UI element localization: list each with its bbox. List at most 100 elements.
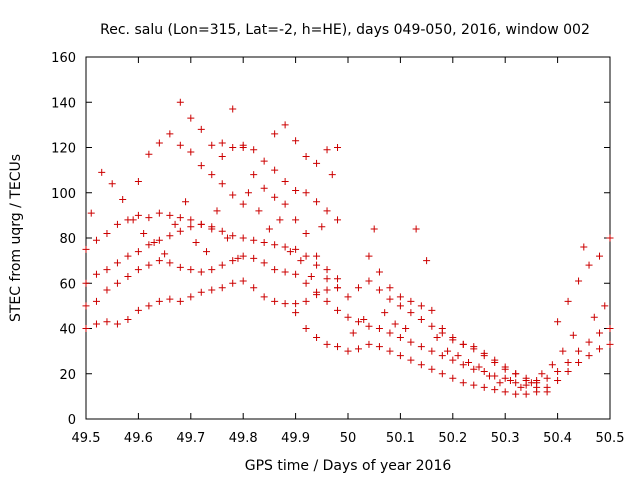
data-point <box>334 275 342 283</box>
data-point <box>161 250 169 258</box>
data-point <box>334 306 342 314</box>
data-point <box>218 284 226 292</box>
data-point <box>255 207 263 215</box>
x-tick-label: 49.5 <box>72 431 101 446</box>
data-point <box>543 388 551 396</box>
data-point <box>176 297 184 305</box>
data-point <box>564 367 572 375</box>
data-point <box>323 297 331 305</box>
data-point <box>433 334 441 342</box>
axis-ticks <box>85 56 611 420</box>
data-point <box>480 352 488 360</box>
data-point <box>176 227 184 235</box>
data-point <box>292 137 300 145</box>
x-tick-label: 49.7 <box>176 431 205 446</box>
data-point <box>323 275 331 283</box>
data-point <box>218 139 226 147</box>
data-point <box>113 320 121 328</box>
data-point <box>323 266 331 274</box>
data-point <box>328 171 336 179</box>
data-point <box>229 144 237 151</box>
data-point <box>208 266 216 274</box>
x-axis-label: GPS time / Days of year 2016 <box>245 458 452 474</box>
data-point <box>250 236 258 244</box>
chart-title: Rec. salu (Lon=315, Lat=-2, h=HE), days … <box>100 22 590 38</box>
data-point <box>606 325 614 332</box>
data-point <box>166 232 174 240</box>
y-tick-label: 100 <box>51 187 76 202</box>
data-point <box>396 334 404 342</box>
data-point <box>171 220 179 228</box>
data-point <box>265 225 273 233</box>
data-point <box>480 383 488 391</box>
data-point <box>428 365 436 373</box>
data-point <box>92 320 100 328</box>
data-point <box>260 239 268 247</box>
data-point <box>166 259 174 267</box>
data-point <box>318 223 326 231</box>
data-point <box>575 347 583 355</box>
y-tick-label: 60 <box>59 277 76 292</box>
data-point <box>155 139 163 147</box>
axis-tick-labels: 49.5 49.6 49.7 49.8 49.9 50 50.1 50.2 50.3 50.4 50… <box>51 51 624 446</box>
data-point <box>176 141 184 149</box>
data-point <box>239 200 247 208</box>
data-point <box>260 184 268 192</box>
data-point <box>197 220 205 228</box>
data-point <box>271 266 279 274</box>
data-point <box>134 177 142 185</box>
data-point <box>145 261 153 269</box>
data-point <box>428 306 436 314</box>
y-tick-label: 160 <box>51 51 76 66</box>
data-point <box>281 121 289 129</box>
data-point <box>354 318 362 326</box>
data-point <box>187 266 195 274</box>
data-point <box>428 347 436 355</box>
data-point <box>134 306 142 314</box>
data-point <box>375 325 383 332</box>
x-tick-label: 50.1 <box>386 431 415 446</box>
data-point <box>145 302 153 310</box>
data-point <box>313 159 321 167</box>
data-point <box>292 270 300 278</box>
data-point <box>485 372 493 380</box>
data-point <box>396 293 404 301</box>
data-point <box>596 252 604 260</box>
data-point <box>302 325 310 332</box>
data-point <box>454 352 462 360</box>
data-point <box>580 243 588 251</box>
data-point <box>548 361 556 369</box>
data-point <box>182 198 190 206</box>
data-point <box>302 252 310 260</box>
data-point <box>229 257 237 265</box>
data-point <box>187 216 195 224</box>
data-point <box>140 229 148 237</box>
data-point <box>103 266 111 274</box>
data-point <box>370 225 378 233</box>
data-point <box>596 329 604 337</box>
data-point <box>250 284 258 292</box>
data-point <box>113 220 121 228</box>
data-point <box>187 223 195 231</box>
data-point <box>501 365 509 373</box>
data-point <box>103 286 111 294</box>
data-point <box>438 352 446 360</box>
data-point <box>92 236 100 244</box>
data-point <box>313 288 321 296</box>
data-point <box>187 148 195 156</box>
x-tick-label: 49.8 <box>229 431 258 446</box>
x-tick-label: 50.3 <box>491 431 520 446</box>
data-point <box>166 295 174 303</box>
data-point <box>307 272 315 280</box>
data-point <box>313 334 321 342</box>
data-point <box>386 284 394 292</box>
data-point <box>166 211 174 219</box>
data-point <box>281 200 289 208</box>
data-point <box>218 180 226 188</box>
data-point <box>108 180 116 188</box>
data-point <box>155 236 163 244</box>
data-point <box>344 347 352 355</box>
data-point <box>470 365 478 373</box>
data-point <box>197 288 205 296</box>
data-point <box>344 313 352 321</box>
